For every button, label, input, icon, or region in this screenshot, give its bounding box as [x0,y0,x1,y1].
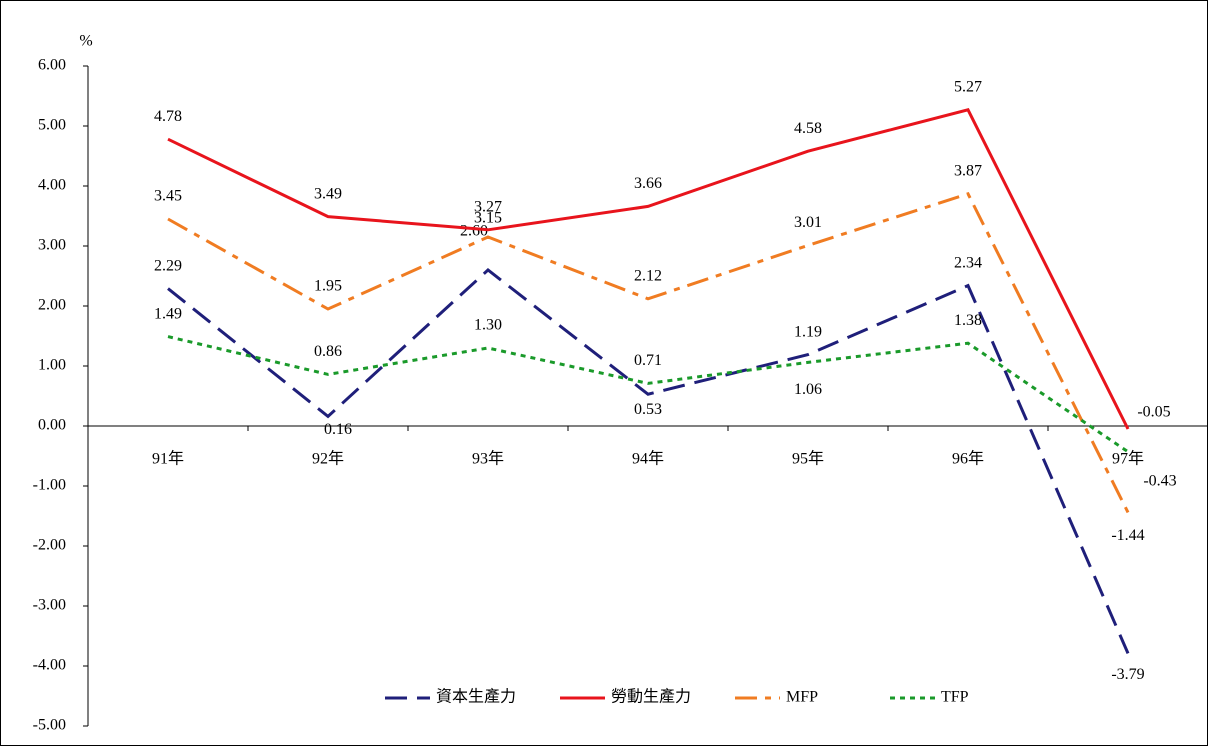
value-label: 0.86 [314,343,342,360]
legend-label: 勞動生產力 [611,688,691,706]
y-tick-label: 6.00 [38,57,66,74]
y-tick-label: 0.00 [38,417,66,434]
x-tick-label: 95年 [792,450,824,468]
legend-label: TFP [941,689,969,706]
legend-label: MFP [786,689,818,706]
value-label: 4.78 [154,108,182,125]
value-label: 1.49 [154,305,182,322]
series-line [167,335,1129,454]
y-tick-label: -5.00 [33,717,66,734]
value-label: 3.49 [314,185,342,202]
value-label: 2.34 [954,254,982,271]
value-label: 2.29 [154,257,182,274]
value-label: 2.12 [634,267,662,284]
value-label: 1.30 [474,317,502,334]
value-label: 0.71 [634,352,662,369]
value-label: 1.19 [794,323,822,340]
value-label: 0.16 [324,421,352,438]
value-label: 4.58 [794,120,822,137]
x-tick-label: 92年 [312,450,344,468]
y-tick-label: 5.00 [38,117,66,134]
y-tick-label: -1.00 [33,477,66,494]
x-tick-label: 94年 [632,450,664,468]
value-label: 1.38 [954,312,982,329]
y-tick-label: 3.00 [38,237,66,254]
value-label: 3.01 [794,214,822,231]
value-label: -3.79 [1111,666,1144,683]
value-label: 1.06 [794,381,822,398]
y-unit: % [79,33,92,50]
series-line [167,268,1130,654]
series-line [167,191,1130,514]
value-label: 3.15 [474,210,502,227]
value-label: -0.05 [1137,404,1170,421]
value-label: -0.43 [1143,472,1176,489]
x-tick-label: 91年 [152,450,184,468]
value-label: 3.27 [474,198,502,215]
legend-label: 資本生產力 [436,688,516,706]
y-tick-label: -2.00 [33,537,66,554]
value-label: 1.95 [314,278,342,295]
y-tick-label: -3.00 [33,597,66,614]
value-label: 3.45 [154,188,182,205]
y-tick-label: 2.00 [38,297,66,314]
y-tick-label: 1.00 [38,357,66,374]
y-tick-label: -4.00 [33,657,66,674]
series-line [167,108,1130,430]
value-label: 3.66 [634,175,662,192]
x-tick-label: 97年 [1112,450,1144,468]
value-label: 0.53 [634,401,662,418]
value-label: 5.27 [954,78,982,95]
value-label: 3.87 [954,162,982,179]
y-tick-label: 4.00 [38,177,66,194]
x-tick-label: 93年 [472,450,504,468]
x-tick-label: 96年 [952,450,984,468]
value-label: -1.44 [1111,527,1144,544]
